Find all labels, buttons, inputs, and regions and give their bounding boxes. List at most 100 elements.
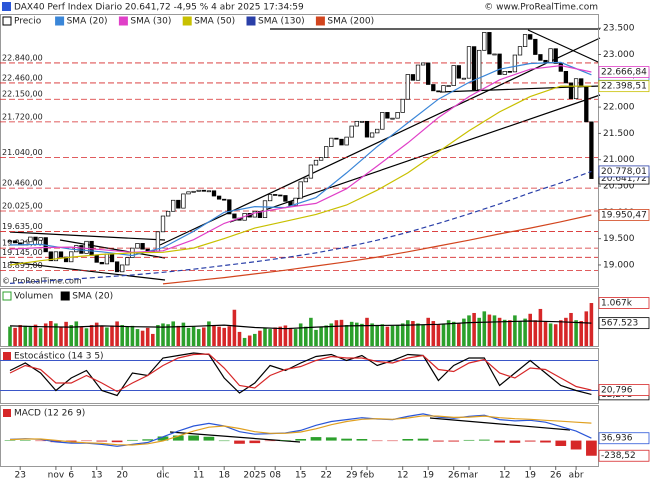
x-tick-label: 15 — [295, 471, 306, 481]
candle — [216, 195, 222, 200]
value-label-box — [598, 209, 650, 221]
candle — [471, 46, 477, 91]
bar — [84, 328, 89, 346]
value-label: 22.666,84 — [601, 68, 647, 78]
candle — [324, 146, 329, 158]
bar — [325, 437, 337, 441]
level-label: 18.895,00 — [2, 261, 43, 270]
candle — [298, 181, 303, 199]
bar — [406, 320, 410, 346]
candle — [308, 164, 314, 179]
candle — [318, 157, 324, 161]
bar — [553, 324, 558, 346]
bar — [181, 322, 186, 346]
bar — [249, 440, 261, 444]
bar — [166, 324, 170, 346]
legend-swatch — [2, 291, 12, 301]
y-tick-label: 19.000 — [603, 260, 635, 270]
line — [9, 353, 592, 393]
line — [9, 64, 592, 253]
bar — [65, 440, 77, 442]
value-label: 20.641,72 — [601, 174, 647, 184]
bar — [33, 324, 38, 346]
candle — [533, 38, 538, 55]
bar — [436, 324, 441, 346]
trendline — [169, 431, 301, 443]
level-label: 22.460,00 — [2, 73, 43, 82]
legend-swatch — [60, 291, 70, 301]
candle — [196, 189, 201, 192]
candle — [94, 255, 99, 263]
bar — [35, 440, 46, 442]
bar — [463, 439, 475, 441]
level-label: 20.460,00 — [2, 179, 43, 188]
bar — [59, 326, 63, 346]
candle — [528, 34, 533, 40]
bar — [120, 325, 124, 346]
bar — [196, 329, 201, 346]
bar — [528, 313, 532, 346]
bar — [433, 440, 444, 442]
candle — [420, 62, 426, 66]
legend-label: SMA (20) — [72, 292, 113, 302]
bar — [234, 440, 245, 444]
bar — [540, 440, 551, 443]
bar — [360, 323, 364, 346]
legend-label: SMA (20) — [67, 17, 108, 27]
x-tick-label: mar — [460, 471, 478, 481]
bar — [477, 317, 481, 346]
candle — [522, 34, 528, 47]
legend-label: SMA (200) — [327, 17, 374, 27]
candle — [502, 70, 507, 75]
candle — [584, 86, 589, 123]
x-tick-label: 23 — [14, 471, 25, 481]
bar — [533, 320, 538, 346]
candle — [477, 49, 482, 91]
bar — [188, 435, 199, 441]
bar — [145, 327, 150, 346]
panel-title: Estocástico (14 3 5) — [14, 352, 104, 362]
value-label: 19.950,47 — [601, 210, 647, 220]
bar — [38, 328, 43, 346]
candle — [517, 46, 523, 56]
bar — [538, 308, 543, 346]
value-label-box — [598, 80, 650, 93]
candle — [267, 194, 273, 202]
candle — [58, 251, 64, 258]
x-tick-label: 6 — [68, 471, 74, 481]
bar — [524, 440, 536, 442]
legend-swatch — [246, 16, 256, 26]
header-icon — [2, 2, 11, 11]
bar — [4, 440, 16, 441]
x-tick-label: 26 — [550, 471, 562, 481]
candle — [257, 210, 263, 218]
line — [9, 413, 592, 447]
candle — [288, 200, 293, 206]
candle — [395, 112, 400, 119]
bar — [309, 317, 313, 346]
x-tick-label: 26 — [448, 471, 460, 481]
trendline — [9, 261, 166, 281]
bar — [446, 320, 451, 346]
value-label: 36,936 — [601, 434, 633, 444]
bar — [49, 321, 53, 346]
candle — [354, 120, 359, 127]
candle — [165, 210, 171, 217]
bar — [79, 327, 84, 346]
line — [9, 352, 592, 397]
bar — [344, 325, 349, 346]
x-tick-label: 12 — [397, 471, 408, 481]
candle — [125, 257, 130, 266]
bar — [416, 323, 420, 346]
candle — [262, 200, 268, 218]
candle — [446, 85, 451, 87]
bar — [334, 320, 339, 346]
candle — [273, 194, 278, 196]
bar — [518, 321, 522, 346]
trendline — [527, 29, 599, 63]
bar — [217, 326, 221, 346]
level-label: 21.720,00 — [2, 112, 43, 121]
bar — [54, 323, 58, 346]
bar — [264, 440, 276, 442]
candle — [375, 128, 380, 134]
